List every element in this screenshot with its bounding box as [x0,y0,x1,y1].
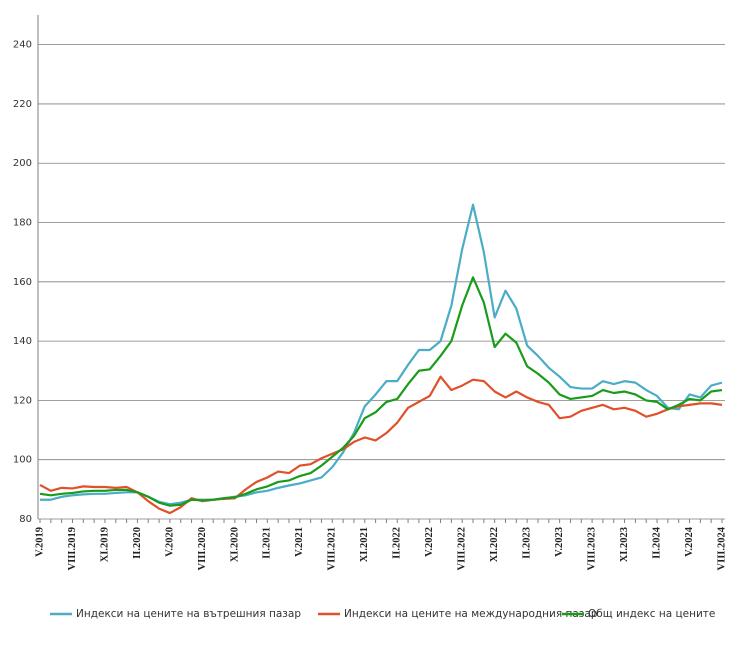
series-line [40,203,723,506]
y-tick-label: 160 [13,277,32,288]
legend-label: Индекси на цените на международния пазар [344,608,598,620]
x-tick-label: VIII.2023 [587,527,598,570]
x-tick-label: V.2024 [684,526,695,557]
x-tick-label: VIII.2022 [457,527,468,570]
x-tick-label: II.2020 [132,527,143,559]
x-tick-label: II.2024 [651,526,662,559]
x-tick-label: XI.2020 [229,527,240,562]
x-tick-label: V.2019 [34,527,45,557]
x-tick-label: II.2023 [522,527,533,559]
x-tick-label: V.2023 [554,527,565,557]
x-tick-label: V.2022 [424,527,435,557]
y-tick-label: 80 [19,514,32,525]
x-tick-label: V.2020 [164,527,175,557]
x-tick-label: VIII.2019 [67,527,78,570]
y-tick-label: 120 [13,395,32,406]
x-tick-label: II.2022 [392,527,403,559]
x-tick-label: XI.2019 [99,527,110,562]
y-tick-label: 180 [13,218,32,229]
y-tick-label: 100 [13,455,32,466]
x-tick-label: VIII.2020 [197,527,208,570]
x-tick-label: XI.2021 [359,527,370,562]
y-tick-label: 240 [13,40,32,51]
y-tick-label: 200 [13,158,32,169]
x-tick-label: VIII.2021 [327,527,338,570]
series-line [39,375,723,515]
x-tick-label: XI.2022 [489,527,500,562]
x-tick-label: V.2021 [294,527,305,557]
x-tick-label: II.2021 [262,527,273,559]
y-tick-label: 140 [13,336,32,347]
x-tick-label: VIII.2024 [716,526,727,570]
x-tick-label: XI.2023 [619,527,630,562]
legend-label: Общ индекс на цените [588,608,715,620]
series-line [39,276,723,507]
y-tick-label: 220 [13,99,32,110]
legend-label: Индекси на цените на вътрешния пазар [76,608,301,620]
